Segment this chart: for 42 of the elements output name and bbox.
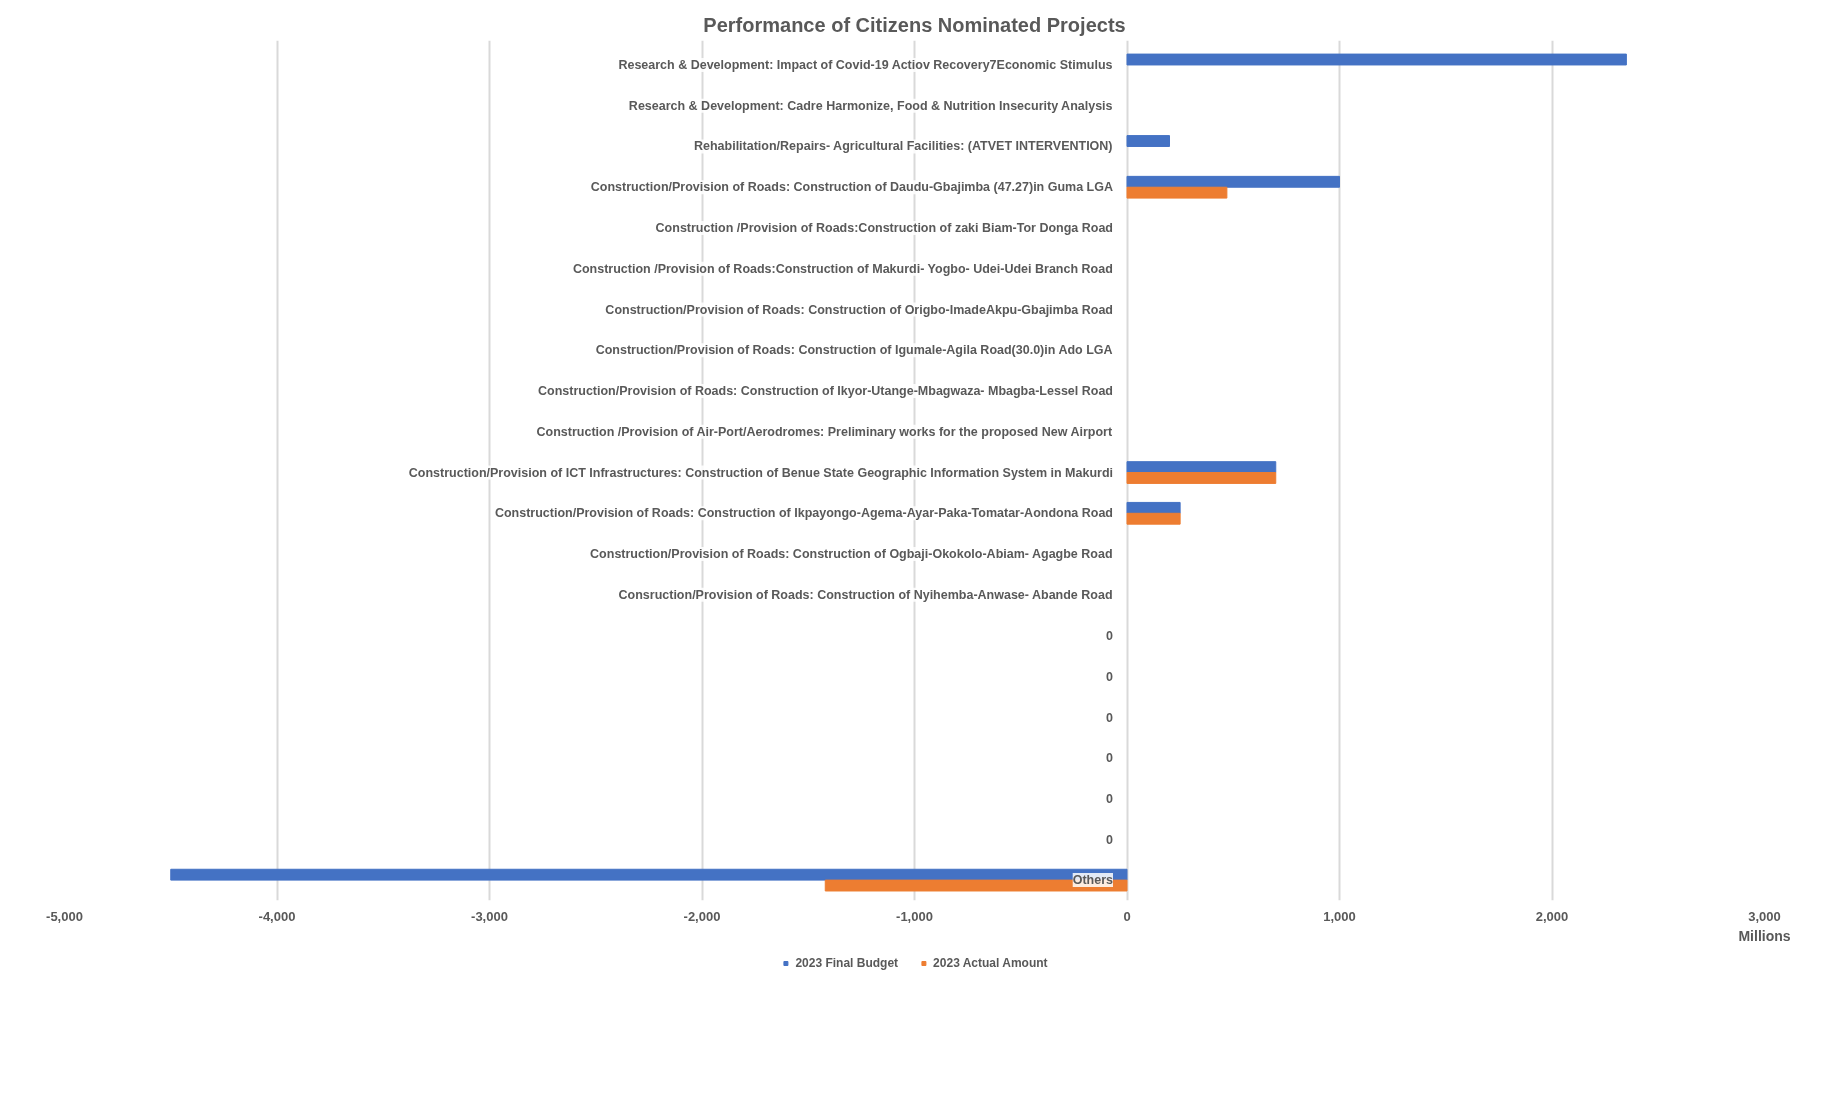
y-tick-label: Construction/Provision of Roads: Construction of Origbo-ImadeAkpu-Gbajimba Road — [605, 302, 1114, 317]
bar — [1126, 135, 1170, 147]
y-tick-label: 0 — [1106, 629, 1114, 644]
y-tick-label: Construction/Provision of ICT Infrastructures: Construction of Benue State Geographic Information System in Makurdi — [408, 465, 1114, 480]
x-tick-label: 1,000 — [1323, 908, 1356, 924]
legend-label: 2023 Final Budget — [795, 956, 899, 970]
bar — [1126, 512, 1181, 525]
y-tick-label: 0 — [1106, 669, 1114, 684]
chart-title: Performance of Citizens Nominated Projects — [703, 13, 1126, 36]
y-tick-label: Construction /Provision of Roads:Construction of zaki Biam-Tor Donga Road — [655, 220, 1114, 235]
bar — [1126, 53, 1627, 66]
y-tick-label: 0 — [1106, 792, 1114, 807]
x-tick-label: 3,000 — [1748, 908, 1781, 924]
y-tick-label: Construction/Provision of Roads: Construction of Ogbaji-Okokolo-Abiam- Agagbe Road — [590, 547, 1113, 562]
x-tick-label: 0 — [1123, 908, 1131, 924]
y-tick-label: Research & Development: Cadre Harmonize, Food & Nutrition Insecurity Analysis — [628, 98, 1113, 113]
x-tick-label: -3,000 — [471, 908, 508, 924]
x-tick-label: -4,000 — [258, 908, 296, 924]
y-tick-label: Research & Development: Impact of Covid-19 Actiov Recovery7Economic Stimulus — [618, 57, 1113, 72]
x-tick-label: 2,000 — [1535, 908, 1569, 924]
x-tick-label: -5,000 — [46, 908, 83, 924]
y-tick-label: Consruction/Provision of Roads: Construction of Nyihemba-Anwase- Abande Road — [618, 587, 1113, 602]
y-tick-label: Others — [1072, 873, 1114, 888]
bar — [1126, 461, 1277, 474]
x-tick-label: -1,000 — [896, 908, 933, 924]
y-tick-label: 0 — [1106, 832, 1114, 847]
y-tick-label: Construction/Provision of Roads: Construction of Ikpayongo-Agema-Ayar-Paka-Tomatar-Aondona Road — [494, 506, 1113, 521]
bar — [1126, 472, 1277, 484]
y-tick-label: Construction/Provision of Roads: Construction of Igumale-Agila Road(30.0)in Ado LGA — [595, 343, 1113, 358]
y-tick-label: Construction /Provision of Roads:Construction of Makurdi- Yogbo- Udei-Udei Branch Road — [572, 261, 1113, 276]
x-axis-title: Millions — [1738, 927, 1791, 944]
y-tick-label: Rehabilitation/Repairs- Agricultural Facilities: (ATVET INTERVENTION) — [693, 139, 1113, 154]
y-tick-label: 0 — [1106, 751, 1114, 766]
bar — [1126, 501, 1181, 514]
legend-label: 2023 Actual Amount — [933, 956, 1048, 970]
y-tick-label: 0 — [1106, 710, 1114, 725]
y-tick-label: Construction/Provision of Roads: Construction of Daudu-Gbajimba (47.27)in Guma LGA — [590, 180, 1113, 195]
bar — [1126, 175, 1340, 188]
y-tick-label: Construction /Provision of Air-Port/Aerodromes: Preliminary works for the proposed New Airport — [536, 424, 1113, 439]
y-tick-label: Construction/Provision of Roads: Construction of Ikyor-Utange-Mbagwaza- Mbagba-Lessel Road — [537, 384, 1114, 399]
bar — [1126, 186, 1228, 199]
x-tick-label: -2,000 — [683, 908, 721, 924]
